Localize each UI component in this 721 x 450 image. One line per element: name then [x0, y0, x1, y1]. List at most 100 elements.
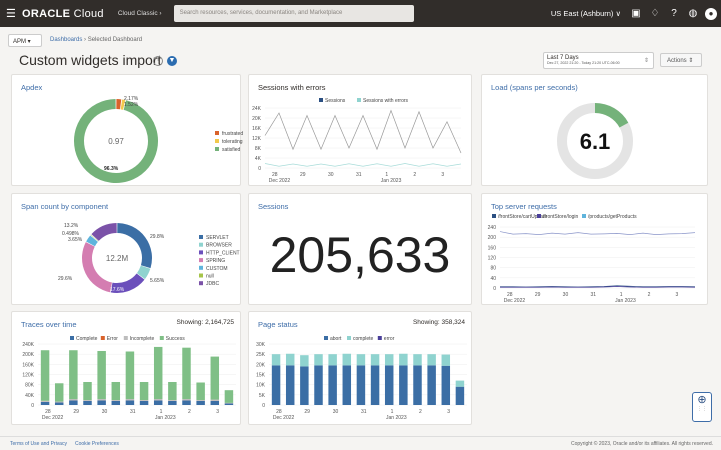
brand: ORACLE: [22, 7, 71, 20]
sessions-errors-widget: Sessions with errors Sessions Sessions wi…: [248, 74, 472, 186]
x-tick-label: 1: [620, 292, 623, 298]
bar-Success: [210, 356, 220, 400]
sessions-widget: Sessions 205,633: [248, 193, 472, 305]
bar-abort: [342, 365, 352, 405]
time-range-select[interactable]: Last 7 Days Dec 27, 2022 21:20 - Today 2…: [543, 52, 654, 69]
bar-complete: [413, 354, 422, 366]
series-/frontStore/cartUpdate: [500, 285, 696, 288]
y-tick-label: 20K: [252, 116, 262, 122]
region-selector[interactable]: US East (Ashburn) ∨: [550, 9, 621, 18]
legend-swatch: [159, 336, 164, 340]
x-tick-label: 29: [535, 292, 541, 298]
help-assistant-button[interactable]: ⊕ ⋮⋮: [692, 392, 712, 422]
x-tick-label: 3: [441, 172, 444, 178]
x-month-label: Dec 2022: [273, 415, 295, 421]
x-tick-label: 30: [328, 172, 334, 178]
brand-cloud: Cloud: [73, 7, 104, 20]
load-widget: Load (spans per seconds) 6.1: [481, 74, 708, 186]
bell-icon[interactable]: ♢: [650, 8, 660, 19]
bar-abort: [328, 365, 337, 405]
y-tick-label: 120: [488, 256, 497, 262]
slice-label: 3.65%: [68, 237, 83, 243]
bar-abort: [300, 366, 309, 405]
legend-swatch: [537, 214, 541, 218]
legend-swatch: [70, 336, 74, 340]
bar-Incomplete: [83, 400, 92, 401]
bar-Complete: [196, 400, 205, 405]
legend-label: JDBC: [206, 281, 219, 287]
actions-button[interactable]: Actions ⇕: [660, 53, 702, 67]
top-requests-line-chart: /frontStore/cartUpdate/frontStore/login /…: [488, 214, 696, 304]
info-icon[interactable]: i: [153, 56, 163, 66]
bar-abort: [356, 365, 366, 405]
page-status-bar-chart: abort complete error 30K 25K 20K 15K 10K 5K 0 28 29…: [256, 336, 467, 421]
legend-swatch: [215, 139, 219, 143]
x-tick-label: 2: [413, 172, 416, 178]
user-avatar-icon[interactable]: ●: [705, 7, 717, 20]
widget-title: Apdex: [21, 83, 43, 92]
bar-abort: [314, 365, 323, 405]
slice-label: 96.3%: [104, 166, 119, 172]
y-tick-label: 25K: [256, 352, 266, 358]
legend-label: abort: [330, 336, 342, 342]
cookie-preferences-link[interactable]: Cookie Preferences: [74, 441, 119, 447]
x-tick-label: 2: [188, 409, 191, 415]
x-tick-label: 28: [272, 172, 278, 178]
y-tick-label: 160K: [22, 362, 34, 368]
y-tick-label: 24K: [252, 106, 262, 112]
bar-Complete: [182, 400, 191, 405]
range-detail: Dec 27, 2022 21:20 - Today 21:20 UTC-06:…: [547, 61, 620, 65]
legend-label: Incomplete: [130, 336, 155, 342]
x-tick-label: 30: [563, 292, 569, 298]
legend-swatch: [100, 336, 105, 340]
x-month-label: Jan 2023: [155, 415, 176, 421]
bar-abort: [441, 365, 451, 405]
help-icon[interactable]: ?: [671, 8, 677, 19]
legend-label: SERVLET: [206, 235, 229, 241]
cloud-classic-link[interactable]: Cloud Classic ›: [117, 10, 162, 17]
y-tick-label: 200: [488, 235, 497, 241]
legend-swatch: [199, 273, 203, 278]
search-input[interactable]: Search resources, services, documentatio…: [173, 5, 414, 22]
hamburger-menu-icon[interactable]: ☰: [6, 8, 16, 20]
bar-complete: [356, 354, 366, 366]
bar-abort: [455, 386, 465, 405]
page-status-widget: Page status Showing: 358,324 abort comple…: [248, 311, 472, 425]
bar-Incomplete: [69, 399, 78, 401]
slice-label: 1.52%: [124, 102, 139, 108]
bar-Complete: [83, 400, 92, 405]
bar-Success: [54, 383, 64, 402]
updown-icon: ⇕: [643, 58, 649, 64]
legend-swatch: [199, 258, 203, 263]
y-tick-label: 15K: [256, 373, 266, 379]
bar-complete: [314, 354, 323, 366]
donut-center-value: 12.2M: [106, 254, 129, 263]
apdex-widget: Apdex 0.97 2.17% 1.52% 96.3% frustrated toler…: [11, 74, 243, 186]
load-gauge: 6.1: [557, 103, 633, 179]
legend-label: null: [206, 274, 214, 280]
globe-icon[interactable]: ◍: [688, 8, 698, 19]
bar-Incomplete: [97, 399, 106, 401]
widget-title: Load (spans per seconds): [491, 83, 578, 92]
compartment-select[interactable]: APM ▾: [8, 34, 42, 47]
filter-icon[interactable]: ▼: [167, 56, 177, 66]
donut-center-value: 0.97: [108, 137, 124, 146]
bar-Complete: [69, 400, 78, 405]
bar-Incomplete: [182, 399, 191, 401]
terms-link[interactable]: Terms of Use and Privacy: [10, 441, 67, 447]
bar-complete: [441, 354, 451, 366]
y-tick-label: 0: [493, 286, 496, 292]
y-tick-label: 16K: [252, 126, 262, 132]
x-tick-label: 30: [333, 409, 339, 415]
breadcrumb-dashboards-link[interactable]: Dashboards: [50, 37, 83, 43]
series-/frontStore/login: [500, 286, 696, 288]
legend-swatch: [199, 235, 203, 239]
x-tick-label: 28: [507, 292, 513, 298]
span-count-widget: Span count by component 12.2M 29.8% 5.65% 1…: [11, 193, 241, 305]
x-tick-label: 31: [356, 172, 362, 178]
oracle-cloud-logo[interactable]: ORACLE Cloud: [22, 8, 104, 20]
x-tick-label: 3: [447, 409, 450, 415]
cloud-shell-icon[interactable]: ▣: [631, 8, 641, 19]
legend-swatch: [357, 98, 361, 102]
legend-label: Sessions with errors: [363, 98, 409, 104]
